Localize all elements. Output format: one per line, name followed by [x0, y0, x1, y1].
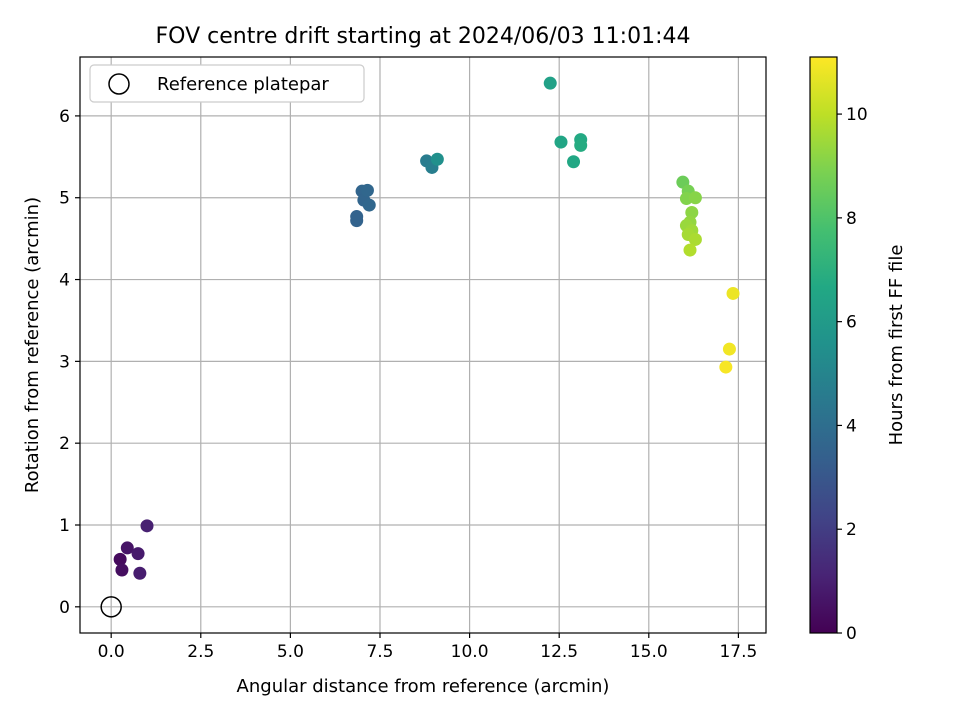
data-point	[722, 342, 736, 356]
colorbar-tick-label: 2	[846, 520, 857, 540]
scatter-points	[113, 76, 740, 580]
colorbar-tick-label: 0	[846, 624, 857, 644]
data-point	[362, 198, 376, 212]
y-axis-label: Rotation from reference (arcmin)	[22, 197, 43, 493]
x-tick-label: 12.5	[540, 642, 578, 662]
colorbar-ticks: 0 2 4 6 8 10	[837, 105, 868, 644]
data-point	[120, 541, 134, 555]
y-tick-label: 0	[59, 598, 70, 618]
legend-box	[89, 64, 365, 103]
y-tick-label: 3	[59, 352, 70, 372]
x-tick-label: 17.5	[719, 642, 757, 662]
legend-marker-reference	[108, 73, 130, 95]
chart-title: FOV centre drift starting at 2024/06/03 …	[156, 24, 691, 49]
reference-marker-group	[100, 596, 122, 618]
plot-area: 0.0 2.5 5.0 7.5 10.0 12.5 15.0 17.5 0 1 2 3 4 5 6	[59, 56, 767, 662]
data-point	[350, 210, 364, 224]
x-tick-label: 5.0	[277, 642, 304, 662]
reference-marker	[100, 596, 122, 618]
y-axis-ticks: 0 1 2 3 4 5 6	[59, 107, 80, 618]
colorbar-tick-label: 10	[846, 105, 868, 125]
colorbar-tick-label: 4	[846, 416, 857, 436]
data-point	[685, 205, 699, 219]
data-point	[688, 232, 702, 246]
y-tick-label: 1	[59, 516, 70, 536]
data-point	[554, 135, 568, 149]
y-tick-label: 6	[59, 107, 70, 127]
axes-frame	[79, 56, 767, 634]
x-tick-label: 10.0	[451, 642, 489, 662]
data-point	[133, 566, 147, 580]
x-tick-label: 7.5	[366, 642, 393, 662]
data-point	[567, 155, 581, 169]
colorbar-tick-label: 6	[846, 313, 857, 333]
data-point	[140, 519, 154, 533]
x-tick-label: 2.5	[187, 642, 214, 662]
x-axis-ticks: 0.0 2.5 5.0 7.5 10.0 12.5 15.0 17.5	[98, 633, 757, 662]
legend-label-reference: Reference platepar	[157, 74, 329, 95]
grid-lines	[80, 57, 766, 633]
colorbar: 0 2 4 6 8 10 Hours from first FF file	[809, 56, 907, 644]
data-point	[688, 191, 702, 205]
legend: Reference platepar	[89, 64, 365, 103]
x-tick-label: 0.0	[98, 642, 125, 662]
data-point	[113, 552, 127, 566]
colorbar-tick-label: 8	[846, 209, 857, 229]
data-point	[726, 286, 740, 300]
data-point	[543, 76, 557, 90]
colorbar-gradient	[809, 56, 838, 634]
y-tick-label: 2	[59, 434, 70, 454]
data-point	[115, 563, 129, 577]
colorbar-label: Hours from first FF file	[886, 245, 907, 446]
data-point	[574, 138, 588, 152]
y-tick-label: 5	[59, 189, 70, 209]
x-axis-label: Angular distance from reference (arcmin)	[237, 676, 610, 697]
data-point	[719, 360, 733, 374]
data-point	[430, 152, 444, 166]
data-point	[360, 183, 374, 197]
y-tick-label: 4	[59, 271, 70, 291]
x-tick-label: 15.0	[630, 642, 668, 662]
data-point	[131, 547, 145, 561]
data-point	[683, 243, 697, 257]
